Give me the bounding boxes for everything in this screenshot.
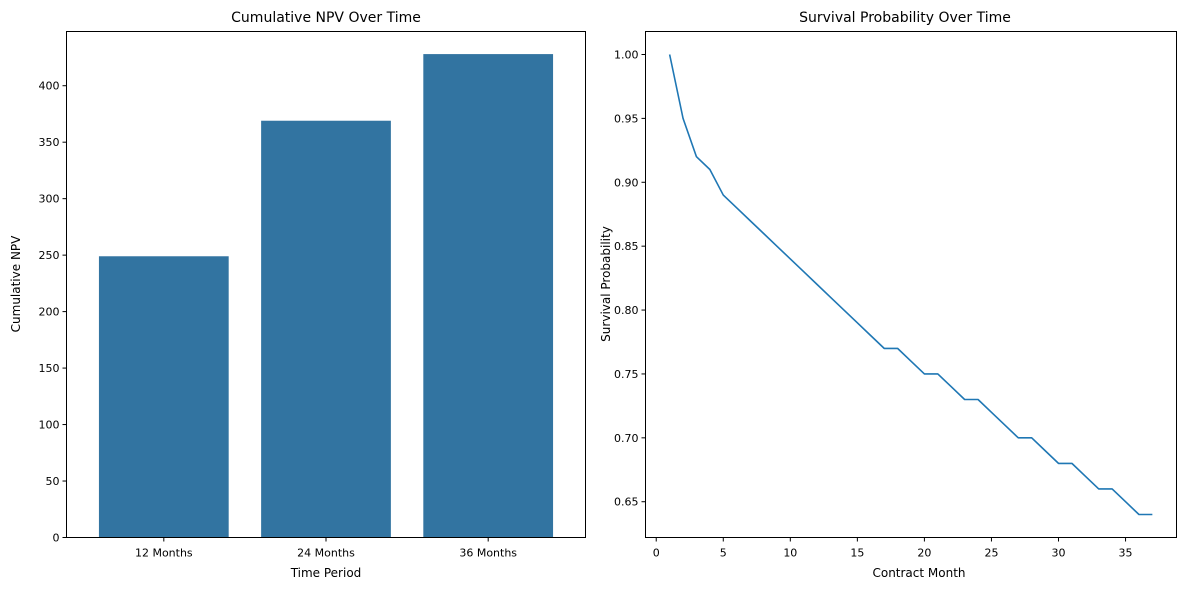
bar-x-tick-label: 24 Months xyxy=(297,547,355,560)
bar-x-axis-label: Time Period xyxy=(290,566,362,580)
bar-y-axis-label: Cumulative NPV xyxy=(9,235,23,333)
line-x-tick-label: 5 xyxy=(720,547,727,560)
line-y-tick-label: 1.00 xyxy=(614,49,639,62)
line-y-tick-label: 0.80 xyxy=(614,304,639,317)
bar-x-tick-label: 36 Months xyxy=(459,547,517,560)
bar-series xyxy=(98,54,554,538)
bar-y-tick-label: 200 xyxy=(39,306,60,319)
bar-chart: Cumulative NPV Over Time 0 50 100 150 200 250… xyxy=(9,10,586,580)
line-y-tick-label: 0.90 xyxy=(614,176,639,189)
line-x-tick-label: 35 xyxy=(1119,547,1133,560)
bar-x-axis-ticks: 12 Months 24 Months 36 Months xyxy=(135,537,517,560)
line-chart: Survival Probability Over Time 0.650.700… xyxy=(599,10,1177,580)
bar-y-axis-ticks: 0 50 100 150 200 250 300 350 400 xyxy=(39,80,67,545)
bar-y-tick-label: 150 xyxy=(39,362,60,375)
line-plot-frame xyxy=(645,31,1177,538)
line-x-axis-label: Contract Month xyxy=(872,566,965,580)
bar-y-tick-label: 100 xyxy=(39,419,60,432)
bar-1 xyxy=(98,256,229,538)
line-x-tick-label: 25 xyxy=(984,547,998,560)
line-x-tick-label: 20 xyxy=(917,547,931,560)
line-x-tick-label: 30 xyxy=(1052,547,1066,560)
bar-chart-title: Cumulative NPV Over Time xyxy=(231,10,421,26)
line-y-axis-label: Survival Probability xyxy=(599,226,613,342)
line-x-tick-label: 0 xyxy=(653,547,660,560)
bar-y-tick-label: 300 xyxy=(39,193,60,206)
line-y-tick-label: 0.70 xyxy=(614,432,639,445)
bar-y-tick-label: 350 xyxy=(39,136,60,149)
bar-x-tick-label: 12 Months xyxy=(135,547,193,560)
line-x-axis-ticks: 0 5 10 15 20 25 30 35 xyxy=(653,537,1133,560)
bar-y-tick-label: 400 xyxy=(39,80,60,93)
line-x-tick-label: 10 xyxy=(783,547,797,560)
bar-plot-frame xyxy=(66,31,586,538)
bar-y-tick-label: 250 xyxy=(39,249,60,262)
line-y-tick-label: 0.75 xyxy=(614,368,639,381)
line-y-axis-ticks: 0.65 0.70 0.75 0.80 0.85 0.90 0.95 1.00 xyxy=(614,49,646,509)
bar-3 xyxy=(423,54,554,538)
line-y-tick-label: 0.65 xyxy=(614,496,639,509)
survival-line xyxy=(668,54,1153,516)
line-y-tick-label: 0.95 xyxy=(614,112,639,125)
line-x-tick-label: 15 xyxy=(850,547,864,560)
bar-y-tick-label: 0 xyxy=(53,532,60,545)
line-y-tick-label: 0.85 xyxy=(614,240,639,253)
bar-y-tick-label: 50 xyxy=(46,475,60,488)
bar-2 xyxy=(261,120,391,538)
line-chart-title: Survival Probability Over Time xyxy=(799,10,1011,26)
